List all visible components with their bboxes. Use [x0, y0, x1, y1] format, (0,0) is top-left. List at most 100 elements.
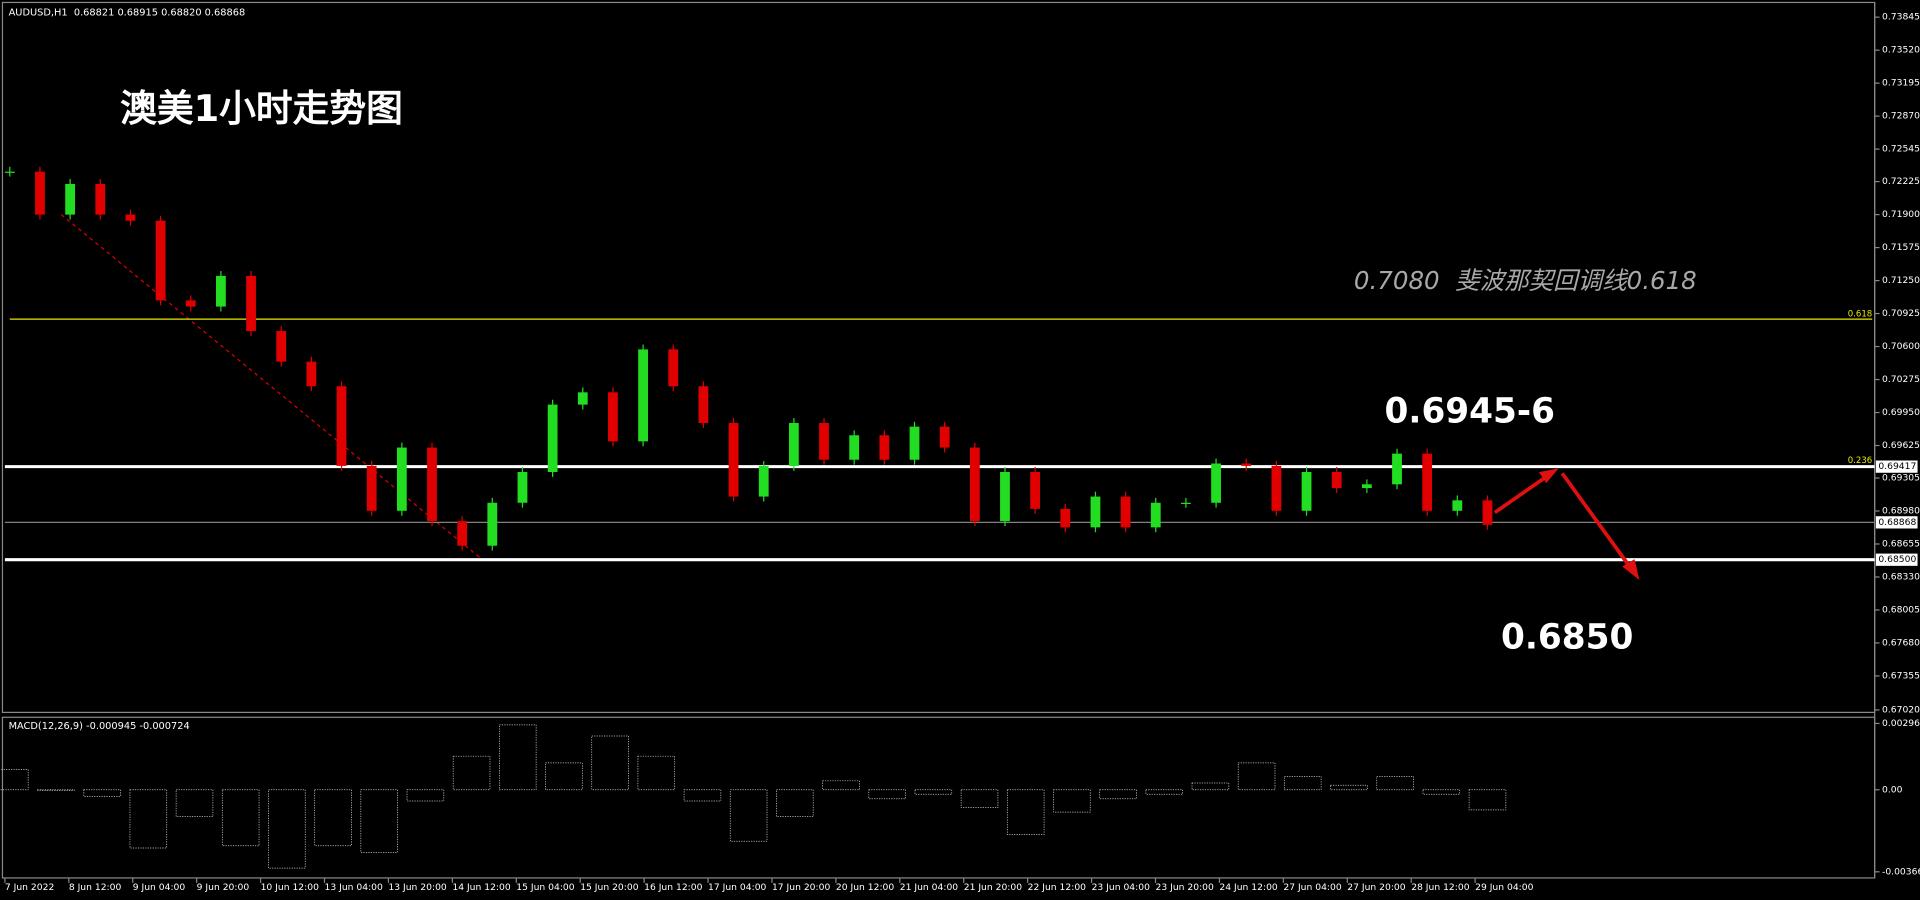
x-tick-label: 29 Jun 04:00: [1475, 882, 1533, 893]
candle: [728, 422, 739, 497]
target-note: 0.6850: [1501, 617, 1633, 657]
x-tick-label: 7 Jun 2022: [5, 882, 54, 893]
y-tick-label: 0.67680: [1882, 637, 1920, 648]
candle: [969, 447, 980, 522]
candle: [215, 275, 226, 307]
y-tick-label: 0.69625: [1882, 440, 1920, 451]
macd-label: MACD(12,26,9) -0.000945 -0.000724: [9, 721, 190, 732]
x-tick-label: 17 Jun 04:00: [708, 882, 766, 893]
y-tick-label: 0.73195: [1882, 78, 1920, 89]
x-tick-label: 10 Jun 12:00: [261, 882, 319, 893]
candle: [1030, 472, 1041, 509]
candle: [909, 426, 920, 460]
y-tick-label: 0.67355: [1882, 670, 1920, 681]
candle: [1452, 500, 1463, 511]
level-box: [1875, 516, 1918, 529]
candle: [246, 275, 256, 332]
candle: [1181, 502, 1191, 504]
macd-bar: [129, 789, 168, 849]
candle: [185, 300, 196, 307]
x-tick-label: 27 Jun 04:00: [1283, 882, 1341, 893]
x-tick-label: 9 Jun 20:00: [197, 882, 250, 893]
candle: [65, 183, 76, 215]
candle: [1331, 472, 1342, 489]
y-tick-label: 0.71900: [1882, 209, 1920, 220]
macd-bar: [452, 755, 491, 791]
level-box: [1875, 553, 1918, 566]
macd-tick-label: 0.00: [1882, 784, 1903, 795]
y-tick-label: 0.72870: [1882, 111, 1920, 122]
symbol-header: AUDUSD,H1 0.68821 0.68915 0.68820 0.6886…: [9, 7, 246, 18]
candle: [1241, 463, 1252, 466]
macd-bar: [1006, 789, 1045, 835]
macd-bar: [868, 789, 906, 800]
macd-bar: [683, 789, 722, 802]
candle: [366, 465, 377, 511]
candle: [939, 426, 950, 448]
x-tick-label: 28 Jun 12:00: [1411, 882, 1469, 893]
y-tick-label: 0.71575: [1882, 242, 1920, 253]
y-tick-label: 0.71250: [1882, 275, 1920, 286]
arrow-up: [1493, 471, 1553, 515]
candle: [336, 386, 347, 466]
x-tick-label: 23 Jun 20:00: [1156, 882, 1214, 893]
macd-bar: [591, 735, 629, 791]
candle: [608, 392, 618, 442]
x-tick-label: 21 Jun 04:00: [900, 882, 958, 893]
y-tick-label: 0.69950: [1882, 407, 1920, 418]
x-tick-label: 20 Jun 12:00: [836, 882, 894, 893]
level-label: 0.68868: [1878, 517, 1916, 528]
macd-bar: [1422, 789, 1461, 795]
macd-bar: [1237, 762, 1276, 791]
y-tick-label: 0.68005: [1882, 604, 1920, 615]
candle: [849, 435, 860, 460]
candle: [1361, 484, 1372, 489]
candle: [1120, 496, 1131, 528]
candle: [95, 183, 106, 215]
macd-bar: [545, 762, 583, 791]
macd-bar: [1376, 775, 1414, 791]
candle: [788, 422, 799, 466]
macd-bar: [360, 789, 398, 853]
candle: [1211, 463, 1221, 503]
candle: [1301, 472, 1312, 511]
macd-bar: [960, 789, 999, 809]
macd-bar: [37, 789, 75, 791]
macd-bar: [83, 789, 121, 797]
y-tick-label: 0.70600: [1882, 341, 1920, 352]
resistance-note: 0.6945-6: [1385, 392, 1555, 432]
y-tick-label: 0.70925: [1882, 308, 1920, 319]
macd-bar: [221, 789, 260, 847]
fib-label: 0.618: [1848, 310, 1873, 320]
y-tick-label: 0.73520: [1882, 45, 1920, 56]
candle: [155, 220, 166, 301]
level-label: 0.69417: [1878, 461, 1916, 472]
candle: [1150, 502, 1161, 528]
y-tick-label: 0.68330: [1882, 571, 1920, 582]
candle: [125, 214, 136, 221]
x-tick-label: 23 Jun 04:00: [1092, 882, 1150, 893]
x-tick-label: 9 Jun 04:00: [133, 882, 186, 893]
candle: [457, 521, 468, 546]
candle: [668, 349, 679, 387]
candle: [35, 171, 45, 215]
y-tick-label: 0.72225: [1882, 176, 1920, 187]
level-box: [1875, 460, 1918, 473]
y-tick-label: 0.73845: [1882, 12, 1920, 23]
macd-bar: [0, 769, 29, 791]
candle: [577, 392, 588, 405]
arrow-up-head: [1538, 468, 1559, 484]
macd-bar: [1099, 789, 1137, 800]
chart-title: 澳美1小时走势图: [120, 87, 403, 130]
candle: [1482, 500, 1493, 525]
x-tick-label: 24 Jun 12:00: [1219, 882, 1277, 893]
y-tick-label: 0.67020: [1882, 704, 1920, 715]
y-tick-label: 0.69305: [1882, 473, 1920, 484]
macd-bar: [406, 789, 445, 802]
macd-bar: [637, 755, 676, 791]
x-tick-label: 14 Jun 12:00: [452, 882, 510, 893]
macd-tick-label: -0.003664: [1882, 866, 1920, 877]
candle: [879, 435, 890, 460]
candle: [758, 465, 769, 497]
